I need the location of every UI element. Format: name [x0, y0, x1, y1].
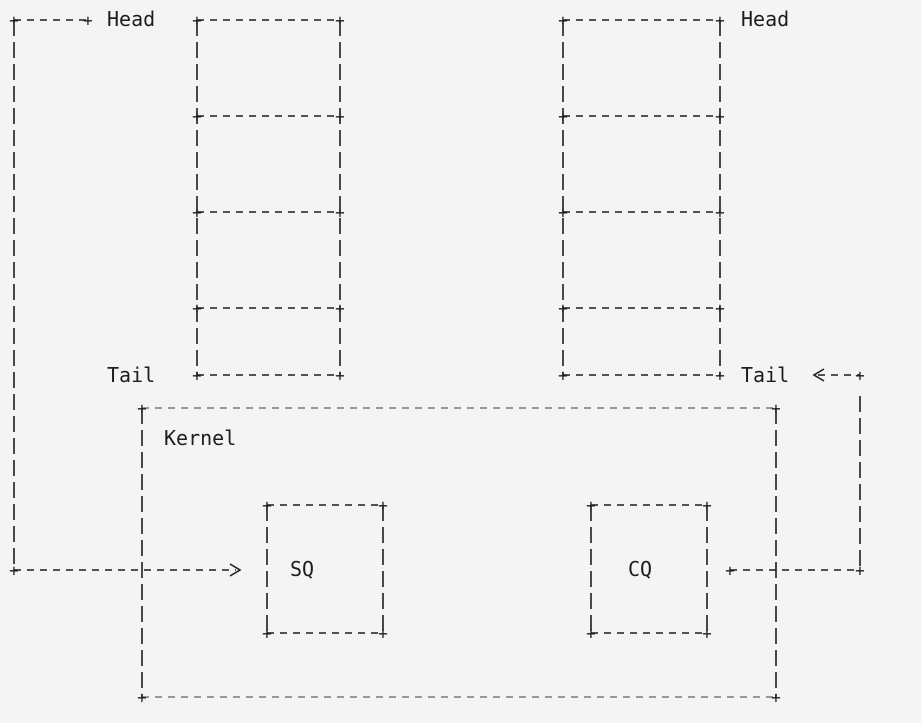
corner-plus-glyph: + — [192, 366, 202, 385]
corner-plus-glyph: + — [771, 688, 781, 707]
cq-tail-label: Tail — [741, 363, 790, 387]
corner-plus-glyph: + — [715, 203, 725, 222]
corner-plus-glyph: + — [558, 203, 568, 222]
cq-label: CQ — [628, 557, 653, 581]
sq-tail-label: Tail — [107, 363, 156, 387]
corner-plus-glyph: + — [335, 107, 345, 126]
corner-plus-glyph: + — [192, 203, 202, 222]
corner-plus-glyph: + — [9, 11, 19, 30]
corner-plus-glyph: + — [558, 366, 568, 385]
corner-plus-glyph: + — [586, 624, 596, 643]
corner-plus-glyph: + — [9, 561, 19, 580]
corner-plus-glyph: + — [558, 299, 568, 318]
kernel-label: Kernel — [164, 426, 237, 450]
cq-head-label: Head — [741, 7, 790, 31]
cq-tail-arrowhead — [812, 368, 825, 382]
sq-head-label: Head — [107, 7, 156, 31]
corner-plus-glyph: + — [855, 561, 865, 580]
corner-plus-glyph: + — [378, 496, 388, 515]
corner-plus-glyph: + — [192, 299, 202, 318]
corner-plus-glyph: + — [558, 11, 568, 30]
corner-plus-glyph: + — [702, 496, 712, 515]
corner-plus-glyph: + — [715, 366, 725, 385]
corner-plus-glyph: + — [702, 624, 712, 643]
corner-plus-glyph: + — [586, 496, 596, 515]
sq-label: SQ — [290, 557, 315, 581]
corner-plus-glyph: + — [855, 366, 865, 385]
corner-plus-glyph: + — [192, 11, 202, 30]
corner-plus-glyph: + — [715, 107, 725, 126]
corner-plus-glyph: + — [378, 624, 388, 643]
corner-plus-glyph: + — [83, 11, 93, 30]
corner-plus-glyph: + — [262, 624, 272, 643]
corner-plus-glyph: + — [335, 203, 345, 222]
corner-plus-glyph: + — [335, 299, 345, 318]
corner-plus-glyph: + — [715, 11, 725, 30]
corner-plus-glyph: + — [771, 399, 781, 418]
corner-plus-glyph: + — [137, 399, 147, 418]
corner-plus-glyph: + — [335, 11, 345, 30]
corner-plus-glyph: + — [192, 107, 202, 126]
sq-arrowhead — [229, 563, 242, 577]
corner-plus-glyph: + — [137, 688, 147, 707]
corner-plus-glyph: + — [335, 366, 345, 385]
corner-plus-glyph: + — [558, 107, 568, 126]
corner-plus-glyph: + — [262, 496, 272, 515]
corner-plus-glyph: + — [725, 561, 735, 580]
corner-plus-glyph: + — [715, 299, 725, 318]
